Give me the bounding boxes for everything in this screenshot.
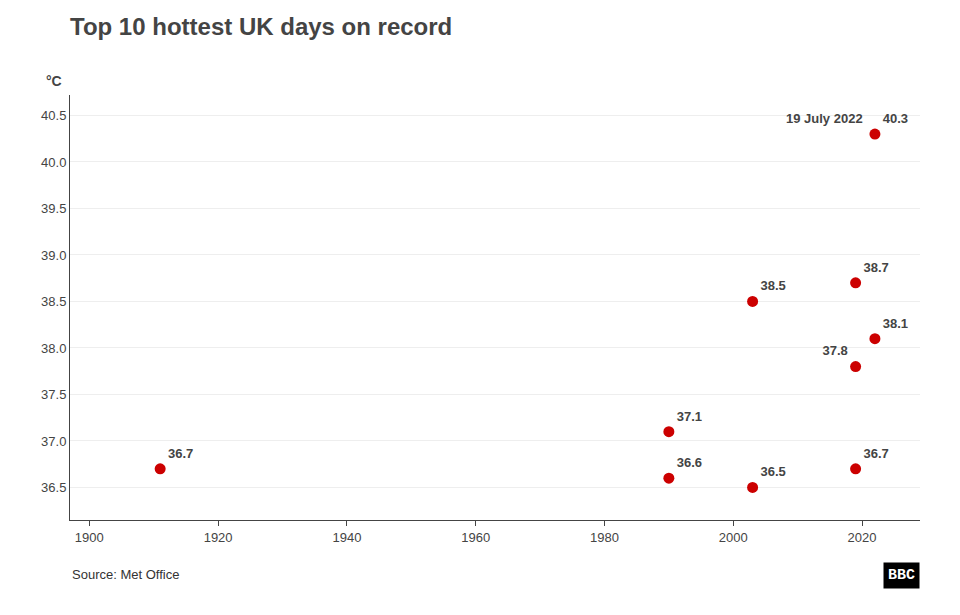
svg-text:36.7: 36.7 bbox=[863, 446, 888, 461]
svg-text:1900: 1900 bbox=[75, 530, 104, 545]
svg-text:36.7: 36.7 bbox=[168, 446, 193, 461]
svg-text:2000: 2000 bbox=[719, 530, 748, 545]
svg-text:1980: 1980 bbox=[590, 530, 619, 545]
svg-text:40.0: 40.0 bbox=[41, 155, 66, 170]
svg-text:1920: 1920 bbox=[204, 530, 233, 545]
svg-text:39.5: 39.5 bbox=[41, 201, 66, 216]
svg-text:BBC: BBC bbox=[888, 567, 915, 584]
svg-text:1960: 1960 bbox=[461, 530, 490, 545]
svg-text:2020: 2020 bbox=[848, 530, 877, 545]
svg-text:38.5: 38.5 bbox=[760, 278, 785, 293]
svg-text:37.8: 37.8 bbox=[822, 343, 847, 358]
svg-text:39.0: 39.0 bbox=[41, 248, 66, 263]
svg-text:Top 10 hottest UK days on reco: Top 10 hottest UK days on record bbox=[70, 13, 452, 40]
svg-text:38.1: 38.1 bbox=[883, 316, 908, 331]
svg-text:38.5: 38.5 bbox=[41, 294, 66, 309]
svg-text:1940: 1940 bbox=[332, 530, 361, 545]
svg-text:36.5: 36.5 bbox=[41, 480, 66, 495]
svg-text:Source: Met Office: Source: Met Office bbox=[72, 567, 179, 582]
svg-text:37.1: 37.1 bbox=[677, 409, 702, 424]
svg-text:°C: °C bbox=[46, 73, 62, 89]
svg-text:40.3: 40.3 bbox=[883, 111, 908, 126]
svg-text:36.5: 36.5 bbox=[760, 464, 785, 479]
svg-text:37.0: 37.0 bbox=[41, 434, 66, 449]
svg-text:19 July 2022: 19 July 2022 bbox=[786, 111, 863, 126]
svg-text:38.7: 38.7 bbox=[863, 260, 888, 275]
svg-text:38.0: 38.0 bbox=[41, 341, 66, 356]
svg-text:40.5: 40.5 bbox=[41, 108, 66, 123]
svg-text:37.5: 37.5 bbox=[41, 387, 66, 402]
svg-text:36.6: 36.6 bbox=[677, 455, 702, 470]
